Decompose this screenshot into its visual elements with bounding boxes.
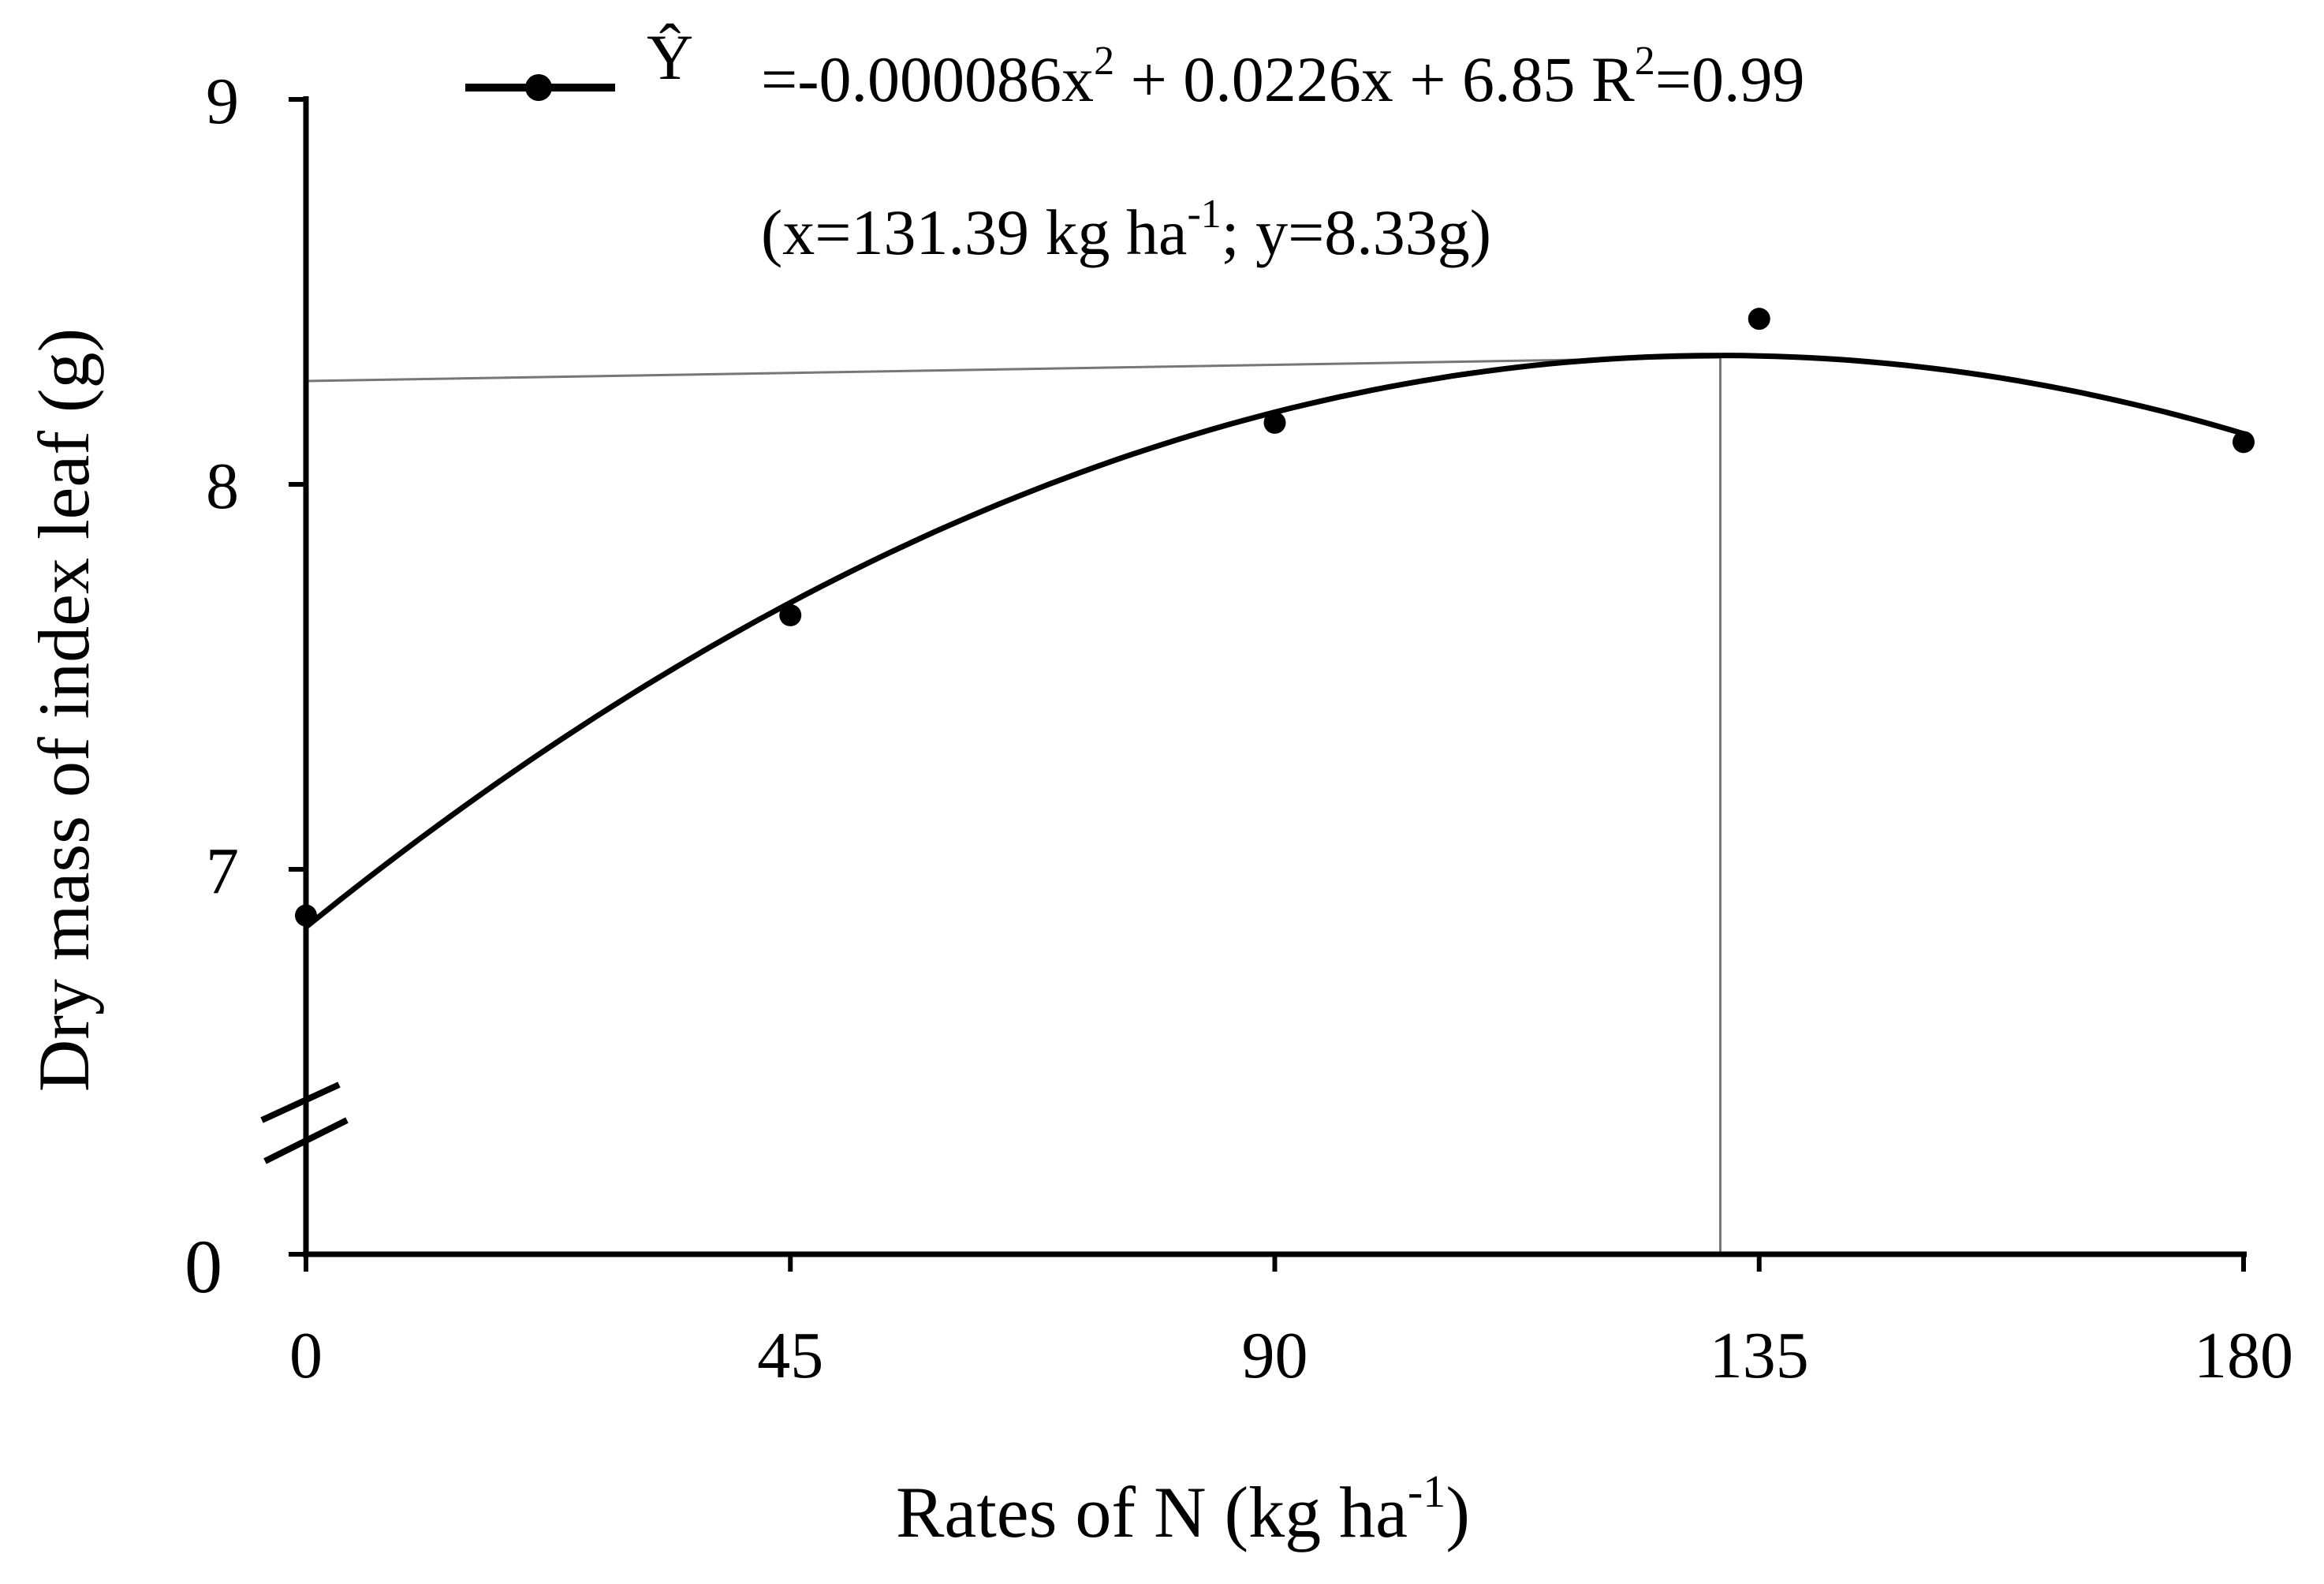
y-axis-break-mark bbox=[263, 1117, 349, 1164]
y-tick-label: 8 bbox=[206, 450, 239, 523]
legend-sup-a: 2 bbox=[1094, 39, 1114, 84]
y-tick-label: 7 bbox=[206, 835, 239, 908]
legend-marker-symbol bbox=[525, 74, 552, 101]
legend-y-hat: Ŷ bbox=[647, 21, 693, 93]
y-axis-break-mark bbox=[260, 1082, 341, 1123]
x-tick-label: 90 bbox=[1242, 1319, 1308, 1392]
data-point bbox=[1748, 308, 1770, 331]
x-tick-label: 0 bbox=[289, 1319, 323, 1392]
legend-equation: =-0.000086x2 + 0.0226x + 6.85 R2=0.99 bbox=[761, 39, 1805, 115]
legend-sup-b: 2 bbox=[1635, 39, 1655, 84]
legend: Ŷ =-0.000086x2 + 0.0226x + 6.85 R2=0.99 bbox=[465, 21, 1805, 115]
x-axis-label: Rates of N (kg ha-1) bbox=[896, 1466, 1470, 1552]
data-point bbox=[2233, 431, 2255, 454]
x-tick-label: 135 bbox=[1710, 1319, 1809, 1392]
data-point bbox=[779, 603, 802, 626]
x-tick-label: 45 bbox=[757, 1319, 823, 1392]
data-point bbox=[295, 904, 317, 927]
optimum-horizontal-line bbox=[305, 356, 1721, 383]
x-axis-label-sup: -1 bbox=[1408, 1466, 1446, 1517]
y-axis-label: Dry mass of index leaf (g) bbox=[24, 328, 104, 1092]
fit-curve bbox=[304, 353, 2244, 929]
data-point bbox=[1263, 411, 1286, 434]
y-tick-label: 9 bbox=[206, 65, 239, 138]
optimum-annotation: (x=131.39 kg ha-1; y=8.33g) bbox=[761, 192, 1491, 268]
y-tick-label: 0 bbox=[185, 1224, 222, 1309]
x-tick-label: 180 bbox=[2194, 1319, 2293, 1392]
annotation-sup: -1 bbox=[1187, 192, 1221, 237]
